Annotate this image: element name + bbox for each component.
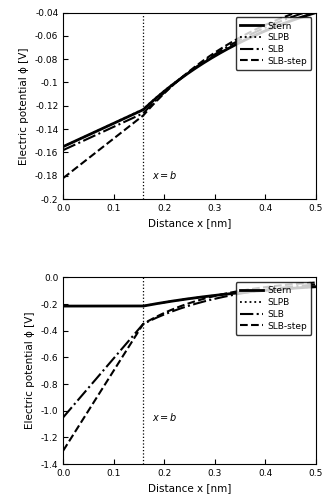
SLB (314, 6, 318, 12)
SLB (61, 414, 65, 420)
SLB-step (61, 175, 65, 181)
Stern (263, 288, 267, 294)
Line: SLB-step: SLB-step (63, 6, 316, 178)
SLB (163, 311, 167, 317)
Line: SLB: SLB (63, 284, 316, 418)
SLPB (314, 284, 318, 290)
Line: Stern: Stern (63, 286, 316, 306)
SLB-step (173, 81, 177, 87)
SLB-step (314, 280, 318, 285)
SLB-step (163, 89, 167, 95)
Legend: Stern, SLPB, SLB, SLB-step: Stern, SLPB, SLB, SLB-step (236, 17, 311, 70)
X-axis label: Distance x [nm]: Distance x [nm] (148, 218, 231, 228)
SLB-step (263, 22, 267, 28)
Text: $x = b$: $x = b$ (152, 412, 177, 424)
SLPB (263, 28, 267, 34)
SLB-step (163, 310, 167, 316)
Stern (314, 284, 318, 290)
SLB-step (258, 285, 262, 291)
SLPB (87, 132, 91, 138)
SLPB (61, 303, 65, 309)
SLPB (87, 303, 91, 309)
SLB-step (87, 407, 91, 413)
SLB (258, 288, 262, 294)
SLB-step (235, 36, 239, 43)
Stern (87, 303, 91, 309)
Legend: Stern, SLPB, SLB, SLB-step: Stern, SLPB, SLB, SLB-step (236, 282, 311, 335)
SLB-step (263, 284, 267, 290)
Stern (173, 298, 177, 304)
SLB (163, 88, 167, 94)
Y-axis label: Electric potential ϕ [V]: Electric potential ϕ [V] (25, 312, 35, 430)
SLB (173, 81, 177, 87)
SLPB (61, 144, 65, 150)
Stern (87, 132, 91, 138)
SLB-step (258, 24, 262, 30)
Stern (163, 88, 167, 94)
SLPB (314, 10, 318, 16)
SLB (87, 384, 91, 390)
Stern (235, 41, 239, 47)
Text: $x = b$: $x = b$ (152, 169, 177, 181)
Stern (163, 299, 167, 305)
Stern (258, 288, 262, 294)
SLB (235, 292, 239, 298)
SLPB (235, 41, 239, 47)
SLB (314, 282, 318, 288)
SLPB (163, 87, 167, 93)
Stern (314, 10, 318, 16)
Stern (61, 144, 65, 150)
SLB (87, 135, 91, 141)
SLB-step (173, 306, 177, 312)
Y-axis label: Electric potential ϕ [V]: Electric potential ϕ [V] (19, 47, 29, 164)
SLB-step (235, 288, 239, 294)
SLB-step (87, 155, 91, 161)
SLB (258, 27, 262, 33)
Stern (235, 290, 239, 296)
SLPB (173, 298, 177, 304)
Line: Stern: Stern (63, 12, 316, 146)
SLB (235, 38, 239, 44)
SLPB (235, 290, 239, 296)
SLPB (258, 30, 262, 36)
Stern (61, 303, 65, 309)
Stern (263, 28, 267, 34)
SLB (263, 287, 267, 293)
SLPB (263, 288, 267, 294)
SLPB (173, 80, 177, 86)
Line: SLB: SLB (63, 9, 316, 150)
Stern (173, 80, 177, 86)
SLPB (163, 299, 167, 305)
SLPB (258, 288, 262, 294)
SLB-step (61, 448, 65, 454)
Line: SLPB: SLPB (63, 12, 316, 146)
Line: SLPB: SLPB (63, 286, 316, 306)
Stern (258, 30, 262, 36)
SLB (263, 25, 267, 31)
SLB (61, 147, 65, 153)
SLB-step (314, 3, 318, 9)
SLB (173, 308, 177, 314)
X-axis label: Distance x [nm]: Distance x [nm] (148, 484, 231, 494)
Line: SLB-step: SLB-step (63, 282, 316, 450)
